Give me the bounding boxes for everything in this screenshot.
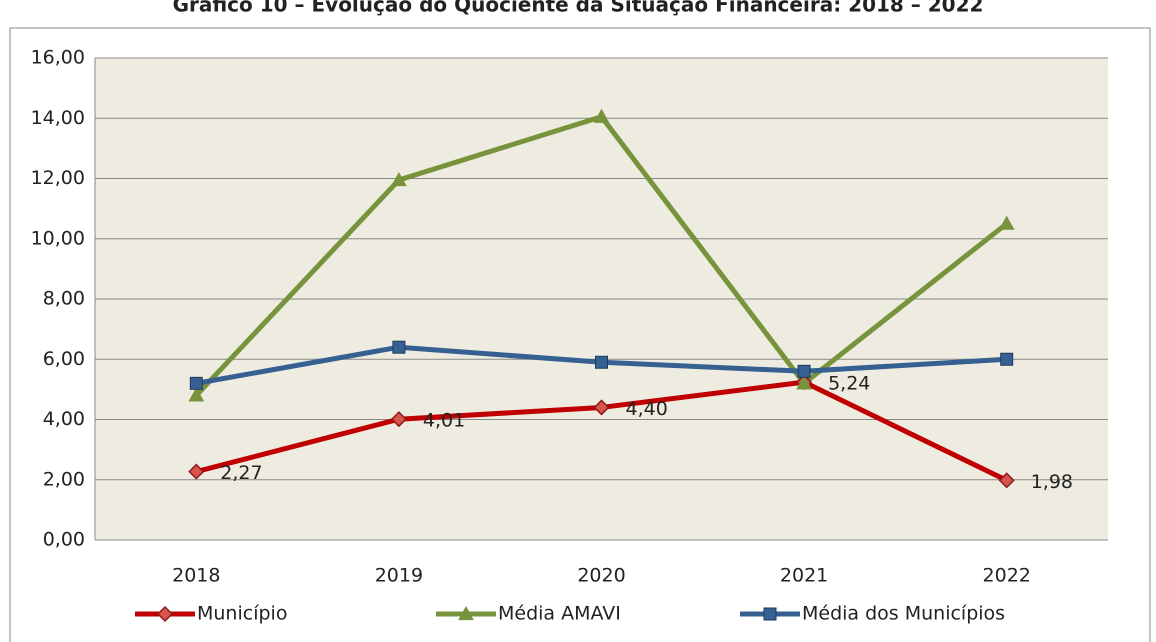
data-point bbox=[1000, 352, 1014, 366]
data-point bbox=[188, 463, 205, 480]
y-tick-label: 14,00 bbox=[31, 107, 85, 129]
x-tick-label: 2021 bbox=[780, 565, 828, 587]
y-tick-label: 6,00 bbox=[43, 348, 85, 370]
data-point bbox=[593, 399, 610, 416]
data-point bbox=[998, 215, 1015, 230]
data-point bbox=[796, 375, 812, 390]
data-label: 5,24 bbox=[828, 373, 870, 395]
data-point bbox=[189, 376, 203, 390]
data-label: 4,40 bbox=[626, 398, 668, 420]
data-label: 4,01 bbox=[423, 410, 465, 432]
x-tick-label: 2018 bbox=[172, 565, 220, 587]
data-point bbox=[797, 364, 811, 378]
y-tick-label: 0,00 bbox=[43, 529, 85, 551]
data-point bbox=[998, 472, 1015, 489]
x-tick-label: 2020 bbox=[577, 565, 625, 587]
y-tick-label: 12,00 bbox=[31, 167, 85, 189]
y-tick-label: 16,00 bbox=[31, 47, 85, 69]
legend-marker bbox=[458, 605, 474, 621]
data-point bbox=[595, 355, 608, 369]
data-label: 2,27 bbox=[220, 462, 262, 484]
legend-label: Município bbox=[197, 603, 287, 625]
data-point bbox=[390, 411, 407, 428]
chart-title: Gráfico 10 – Evolução do Quociente da Si… bbox=[173, 0, 984, 17]
legend-label: Média AMAVI bbox=[498, 603, 621, 625]
data-point bbox=[593, 108, 610, 123]
data-label: 1,98 bbox=[1031, 471, 1073, 493]
data-point bbox=[392, 340, 406, 354]
legend-label: Média dos Municípios bbox=[802, 603, 1005, 625]
data-point bbox=[188, 387, 205, 402]
y-tick-label: 2,00 bbox=[43, 468, 85, 490]
legend-marker bbox=[763, 607, 777, 621]
y-tick-label: 10,00 bbox=[31, 227, 85, 249]
legend-marker bbox=[156, 605, 174, 623]
data-point bbox=[391, 171, 407, 187]
x-tick-label: 2022 bbox=[983, 565, 1031, 587]
y-tick-label: 8,00 bbox=[43, 288, 85, 310]
x-tick-label: 2019 bbox=[375, 565, 423, 587]
y-tick-label: 4,00 bbox=[43, 408, 85, 430]
